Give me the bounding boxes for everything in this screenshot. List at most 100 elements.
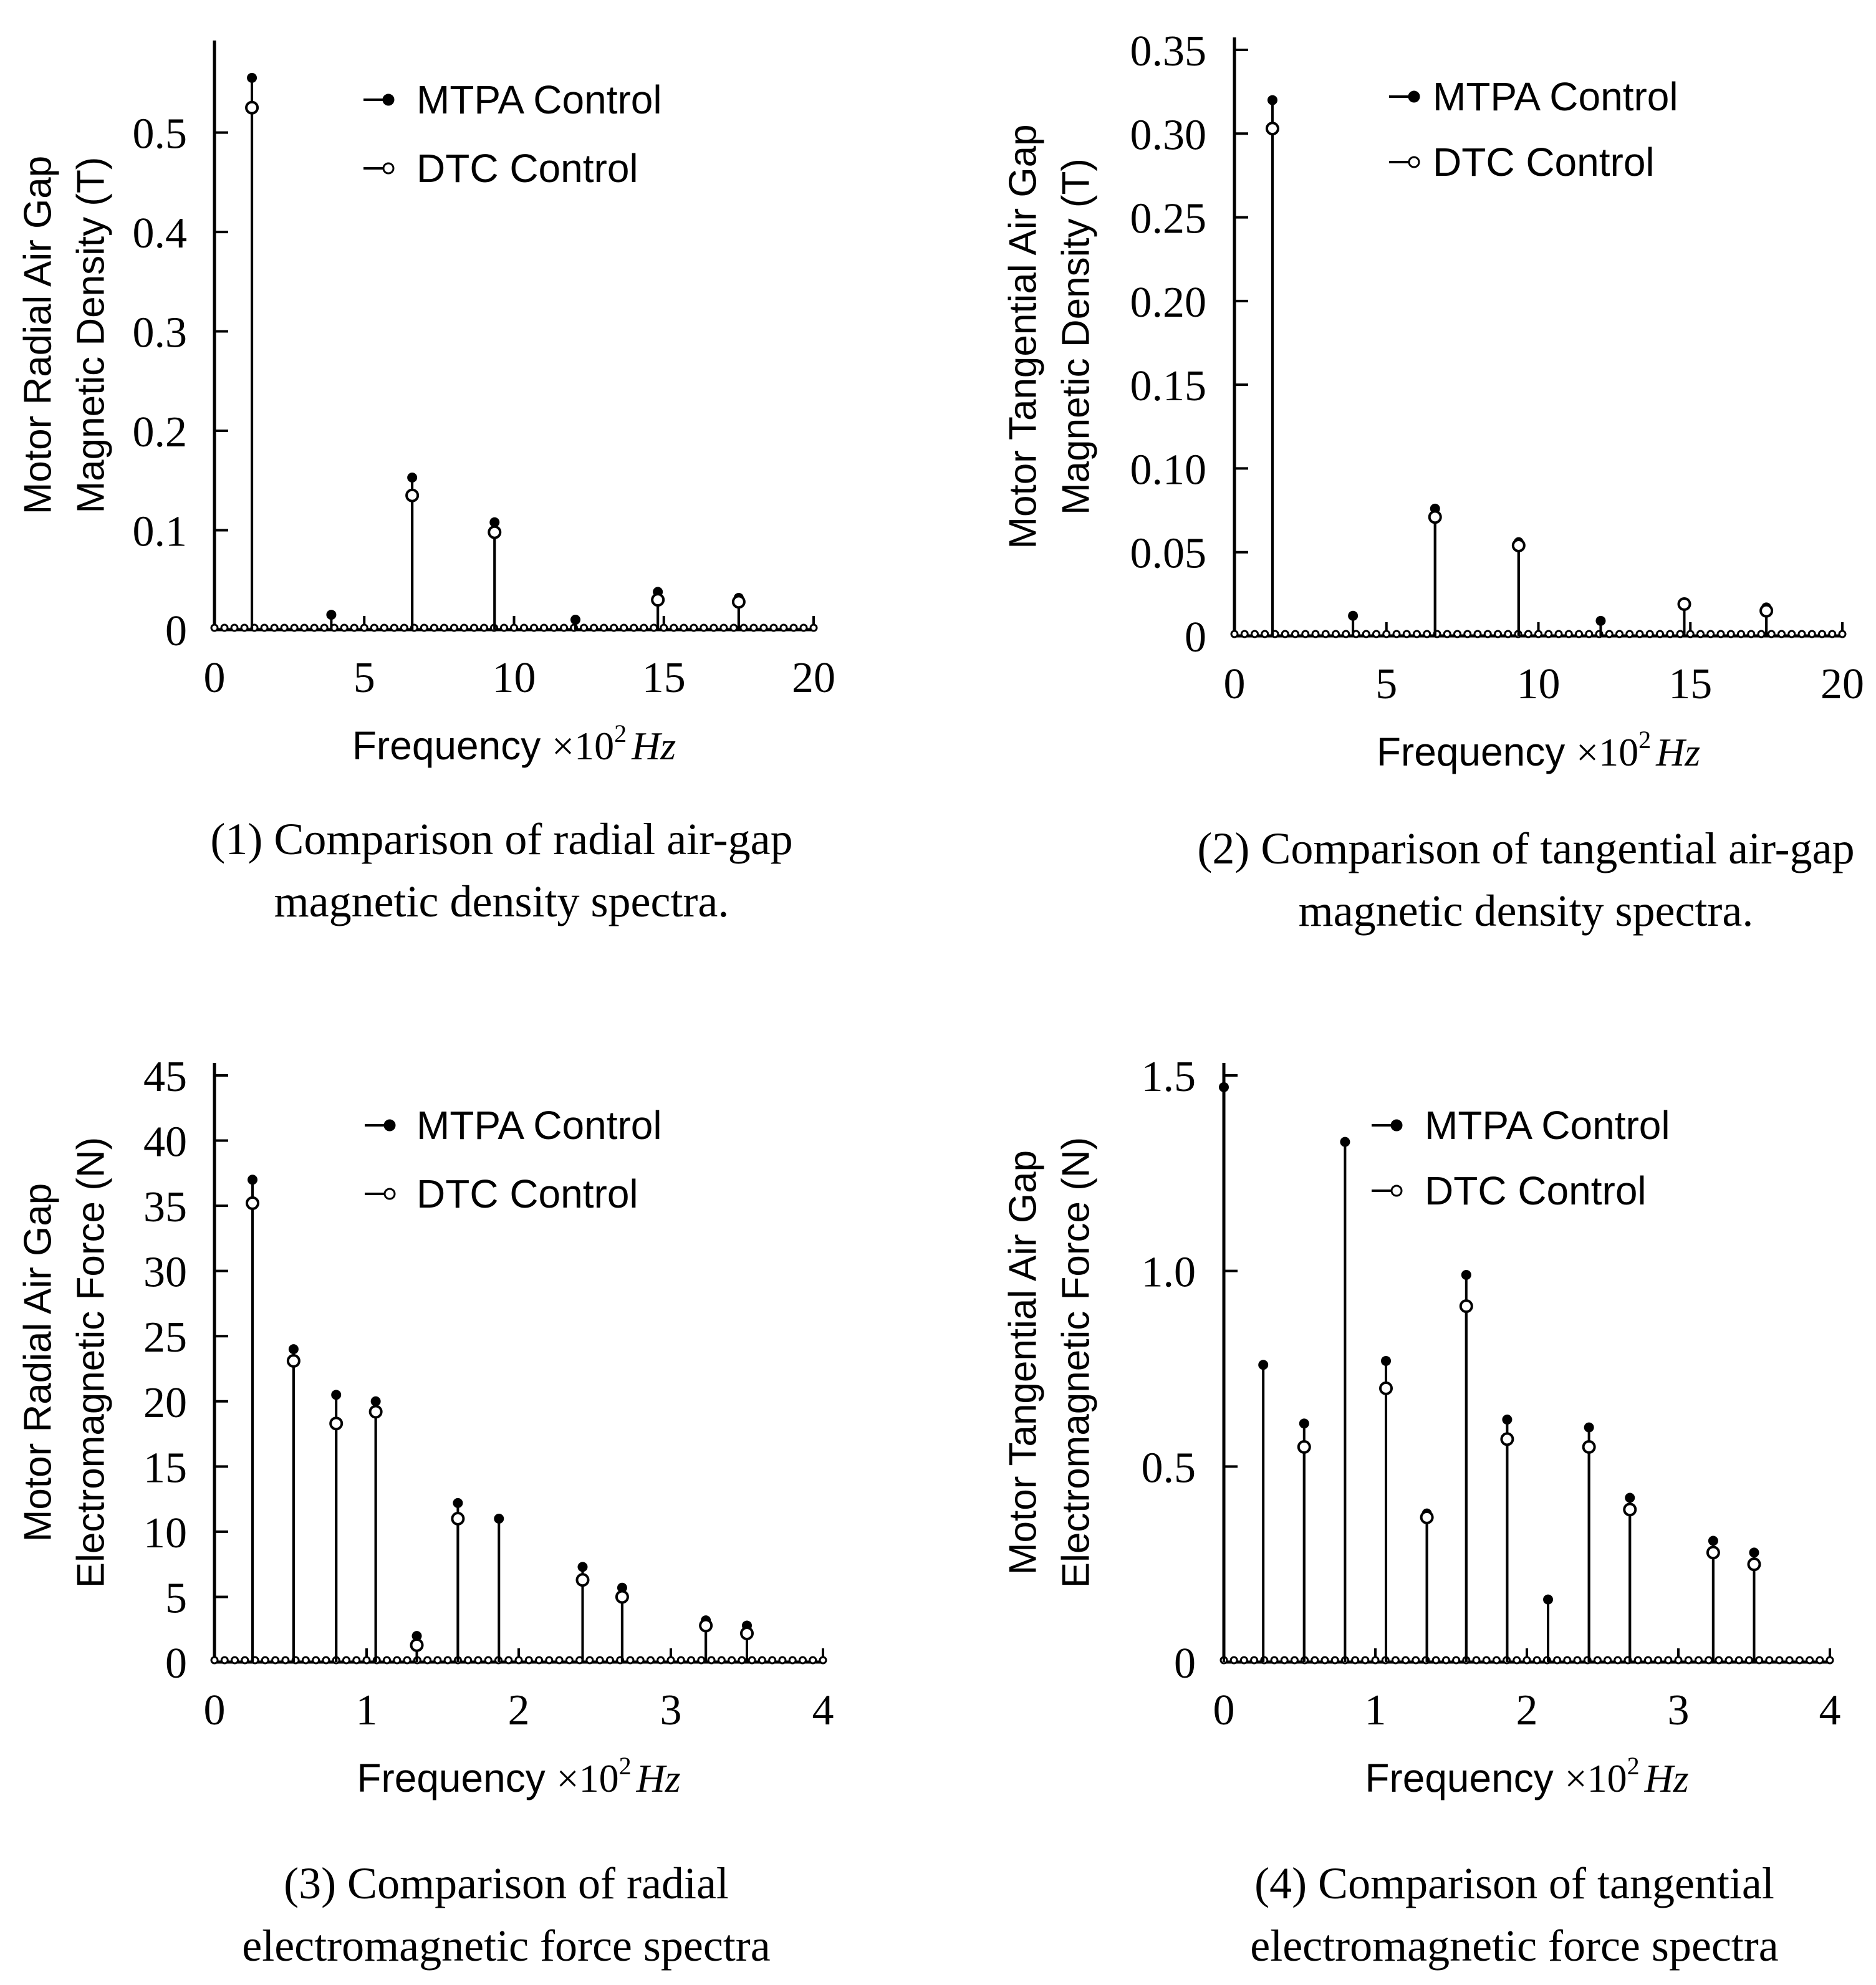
legend-label: MTPA Control (416, 1103, 662, 1148)
legend-marker (1390, 1185, 1403, 1197)
baseline-marker (1453, 630, 1461, 638)
y-tick-label: 25 (143, 1314, 187, 1362)
baseline-marker (443, 1656, 452, 1665)
baseline-marker (1482, 1656, 1491, 1665)
baseline-marker (393, 1656, 402, 1665)
baseline-marker (676, 1656, 685, 1665)
baseline-marker (479, 623, 488, 632)
baseline-marker (605, 1656, 614, 1665)
baseline-marker (1676, 630, 1685, 638)
baseline-marker (1483, 630, 1492, 638)
baseline-marker (290, 623, 299, 632)
baseline-marker (1573, 1656, 1582, 1665)
mtpa-point (370, 1396, 381, 1406)
baseline-marker (340, 623, 349, 632)
legend-label: MTPA Control (416, 77, 662, 122)
baseline-marker (788, 1656, 797, 1665)
x-tick-label: 10 (493, 654, 536, 702)
baseline-marker (261, 1656, 269, 1665)
mtpa-point (570, 615, 581, 625)
y-axis-label: Electromagnetic Force (N) (1054, 1137, 1097, 1588)
chart-p1: 0 0.1 0.2 0.3 0.4 0.5 0 5 10 15 20 MTPA Control DTC … (16, 41, 835, 926)
dtc-point (731, 595, 746, 609)
y-axis-label: Motor Radial Air Gap (16, 1183, 59, 1542)
mtpa-point (407, 472, 418, 483)
baseline-marker (1291, 630, 1299, 638)
y-tick-label: 0.2 (133, 408, 188, 456)
baseline-marker (210, 623, 219, 632)
baseline-marker (423, 1656, 432, 1665)
baseline-marker (312, 1656, 320, 1665)
baseline-marker (474, 1656, 483, 1665)
y-tick-label: 0 (1185, 613, 1206, 661)
baseline-marker (1431, 1656, 1440, 1665)
y-tick-label: 20 (143, 1379, 187, 1427)
dtc-point (1706, 1545, 1720, 1560)
baseline-marker (700, 623, 708, 632)
baseline-marker (440, 623, 448, 632)
dtc-point (1511, 538, 1526, 552)
baseline-marker (1615, 630, 1623, 638)
baseline-marker (710, 623, 718, 632)
y-tick-label: 0.20 (1130, 279, 1207, 327)
baseline-marker (565, 1656, 574, 1665)
chart-caption: (1) Comparison of radial air-gap (210, 814, 792, 864)
baseline-marker (1301, 630, 1310, 638)
dtc-point (1379, 1381, 1393, 1395)
baseline-marker (739, 623, 748, 632)
baseline-marker (1270, 1656, 1279, 1665)
baseline-marker (1564, 630, 1573, 638)
baseline-marker (798, 1656, 807, 1665)
mtpa-point (1749, 1547, 1759, 1558)
baseline-marker (697, 1656, 706, 1665)
y-tick-label: 1.5 (1142, 1053, 1196, 1101)
y-tick-label: 0.10 (1130, 446, 1207, 494)
legend-marker (382, 162, 395, 175)
baseline-marker (230, 623, 239, 632)
x-tick-label: 2 (508, 1686, 530, 1734)
baseline-marker (1654, 1656, 1663, 1665)
baseline-marker (1716, 630, 1725, 638)
mtpa-point (1595, 615, 1606, 626)
mtpa-point (494, 1513, 504, 1524)
mtpa-point (331, 1390, 342, 1400)
baseline-marker (1412, 1656, 1420, 1665)
baseline-marker (1290, 1656, 1299, 1665)
y-tick-label: 0.30 (1130, 111, 1207, 159)
baseline-marker (420, 623, 428, 632)
baseline-marker (1392, 630, 1401, 638)
dtc-point (1582, 1439, 1596, 1454)
baseline-marker (1463, 630, 1472, 638)
baseline-marker (1686, 630, 1695, 638)
mtpa-point (1340, 1137, 1350, 1147)
baseline-marker (809, 1656, 817, 1665)
legend-label: MTPA Control (1433, 74, 1678, 119)
baseline-marker (1402, 1656, 1410, 1665)
baseline-marker (1744, 1656, 1753, 1665)
baseline-marker (809, 623, 818, 632)
y-tick-label: 0.05 (1130, 530, 1207, 578)
baseline-marker (1423, 630, 1431, 638)
baseline-marker (666, 1656, 675, 1665)
baseline-marker (1706, 630, 1715, 638)
x-tick-label: 2 (1516, 1686, 1538, 1734)
x-tick-label: 1 (1365, 1686, 1387, 1734)
baseline-marker (1816, 1656, 1824, 1665)
mtpa-point (489, 517, 500, 527)
x-tick-label: 0 (204, 654, 226, 702)
mtpa-point (577, 1562, 588, 1572)
mtpa-point (1708, 1536, 1718, 1546)
baseline-marker (514, 1656, 523, 1665)
mtpa-point (1584, 1422, 1594, 1433)
baseline-marker (1443, 630, 1451, 638)
baseline-marker (1604, 1656, 1612, 1665)
baseline-marker (1494, 630, 1502, 638)
baseline-marker (1563, 1656, 1572, 1665)
dtc-point (1265, 122, 1279, 136)
baseline-marker (360, 623, 368, 632)
baseline-marker (1828, 630, 1837, 638)
baseline-marker (748, 1656, 756, 1665)
dtc-point (1747, 1557, 1761, 1572)
baseline-marker (281, 1656, 290, 1665)
